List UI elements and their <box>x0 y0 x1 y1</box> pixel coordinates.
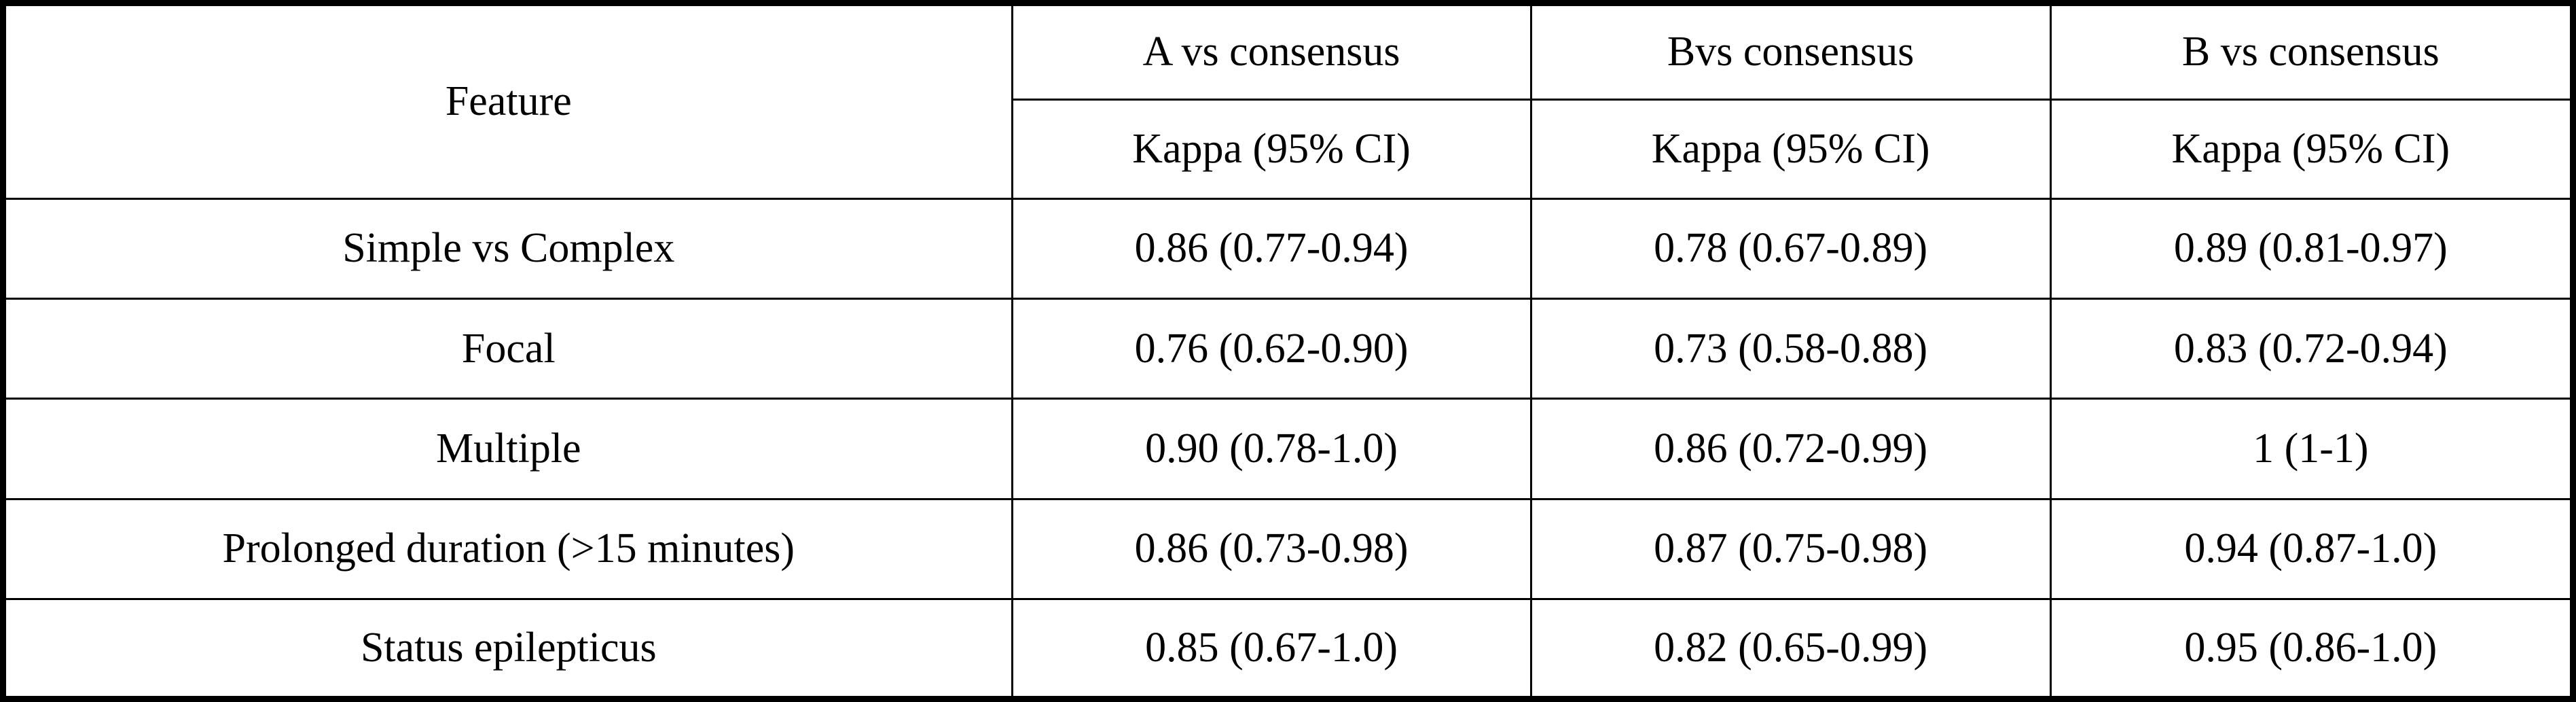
table-body: Simple vs Complex 0.86 (0.77-0.94) 0.78 … <box>2 197 2575 701</box>
feature-header-cell: Feature <box>2 2 1013 200</box>
kappa-subheader-cell: Kappa (95% CI) <box>1011 99 1532 200</box>
kappa-value-cell: 0.78 (0.67-0.89) <box>1529 197 2052 300</box>
kappa-value-cell: 0.73 (0.58-0.88) <box>1529 298 2052 400</box>
column-header-cell-b2: B vs consensus <box>2049 2 2575 101</box>
kappa-value-cell: 0.95 (0.86-1.0) <box>2049 597 2575 701</box>
kappa-value-cell: 0.85 (0.67-1.0) <box>1011 597 1532 701</box>
kappa-value-cell: 0.82 (0.65-0.99) <box>1529 597 2052 701</box>
kappa-value-cell: 1 (1-1) <box>2049 398 2575 500</box>
feature-cell: Focal <box>2 298 1013 400</box>
kappa-value-cell: 0.90 (0.78-1.0) <box>1011 398 1532 500</box>
table-row: Focal 0.76 (0.62-0.90) 0.73 (0.58-0.88) … <box>2 298 2575 400</box>
header-row-kappa: Kappa (95% CI) Kappa (95% CI) Kappa (95%… <box>3 99 2575 200</box>
table-row: Multiple 0.90 (0.78-1.0) 0.86 (0.72-0.99… <box>2 398 2575 500</box>
kappa-subheader-cell: Kappa (95% CI) <box>2049 99 2575 200</box>
feature-cell: Status epilepticus <box>2 597 1013 701</box>
kappa-value-cell: 0.86 (0.73-0.98) <box>1011 497 1532 600</box>
feature-cell: Prolonged duration (>15 minutes) <box>2 497 1013 600</box>
kappa-subheader-cell: Kappa (95% CI) <box>1529 99 2052 200</box>
feature-cell: Multiple <box>2 398 1013 500</box>
column-header-cell-a: A vs consensus <box>1011 2 1532 101</box>
column-header-cell-b1: Bvs consensus <box>1529 2 2052 101</box>
table-row: Status epilepticus 0.85 (0.67-1.0) 0.82 … <box>2 597 2575 701</box>
kappa-value-cell: 0.83 (0.72-0.94) <box>2049 298 2575 400</box>
table-row: Simple vs Complex 0.86 (0.77-0.94) 0.78 … <box>2 197 2575 300</box>
table-row: Prolonged duration (>15 minutes) 0.86 (0… <box>2 497 2575 600</box>
kappa-value-cell: 0.76 (0.62-0.90) <box>1011 298 1532 400</box>
feature-cell: Simple vs Complex <box>2 197 1013 300</box>
kappa-value-cell: 0.94 (0.87-1.0) <box>2049 497 2575 600</box>
header-row-raters: Feature A vs consensus Bvs consensus B v… <box>2 2 2575 200</box>
kappa-value-cell: 0.89 (0.81-0.97) <box>2049 197 2575 300</box>
kappa-value-cell: 0.86 (0.77-0.94) <box>1011 197 1532 300</box>
kappa-value-cell: 0.87 (0.75-0.98) <box>1529 497 2052 600</box>
table-header: Feature A vs consensus Bvs consensus B v… <box>2 2 2575 200</box>
kappa-value-cell: 0.86 (0.72-0.99) <box>1529 398 2052 500</box>
